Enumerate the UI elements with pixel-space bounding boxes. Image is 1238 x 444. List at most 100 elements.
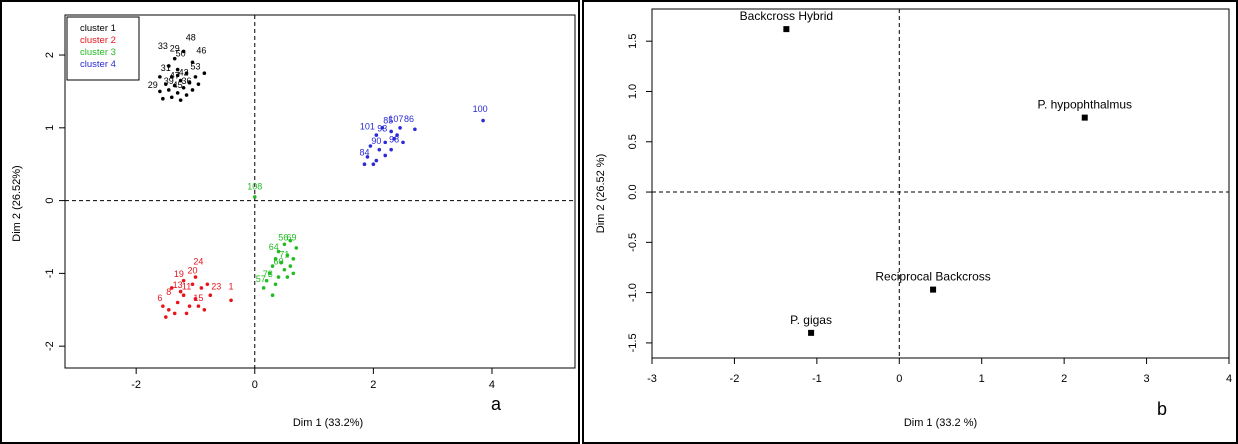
cluster-2-point-label: 1	[229, 281, 234, 291]
group-point-label: Backcross Hybrid	[740, 9, 833, 23]
cluster-4-point-label: 90	[371, 136, 381, 146]
x-tick-label-b: -3	[647, 373, 657, 385]
cluster-3-point	[282, 267, 287, 272]
cluster-3-point	[264, 278, 269, 283]
cluster-4-point	[481, 118, 485, 123]
cluster-2-point	[164, 315, 168, 319]
legend-entry: cluster 4	[80, 59, 116, 70]
cluster-4-point	[371, 162, 376, 167]
y-tick-label-a: -2	[44, 341, 56, 351]
cluster-1-point	[169, 75, 174, 79]
cluster-1-point	[158, 89, 162, 94]
plot-frame-a	[64, 14, 576, 369]
cluster-1-point-label: 29	[170, 43, 180, 53]
group-point-label: P. hypophthalmus	[1037, 98, 1132, 112]
panel-label-b: b	[1157, 399, 1168, 419]
cluster-4-point	[383, 153, 388, 158]
x-tick-label-a: 2	[370, 379, 376, 391]
cluster-3-point	[285, 275, 290, 279]
cluster-1-point	[190, 60, 195, 65]
group-point	[1081, 114, 1088, 121]
cluster-4-point	[392, 136, 396, 141]
cluster-4-point-label: 93	[377, 123, 387, 133]
panel-a: -2 0 2 4 -2 -1 0 1 2 Dim 1 (33.2%) Dim 2 (26.52%) 3…	[0, 0, 580, 444]
cluster-2-point	[193, 297, 198, 301]
cluster-3-point	[270, 264, 275, 268]
cluster-1-point	[184, 71, 189, 76]
cluster-3-point	[273, 282, 278, 287]
cluster-4-point-label: 85	[383, 115, 393, 125]
cluster-1-point-label: 45	[173, 80, 183, 90]
cluster-1-point	[190, 88, 195, 92]
cluster-3-point	[291, 257, 296, 261]
cluster-4-point	[374, 133, 379, 137]
cluster-2-point-label: 13	[173, 280, 183, 290]
cluster-2-point	[205, 282, 210, 287]
cluster-4-point	[380, 126, 385, 130]
x-tick-label-b: 4	[1226, 373, 1232, 385]
cluster-1-point-label: 39	[164, 76, 174, 86]
cluster-1-point	[166, 88, 171, 92]
cluster-3-point-label: 73	[263, 269, 273, 279]
cluster-1-point	[158, 75, 162, 79]
x-tick-label-b: 0	[896, 373, 902, 385]
y-tick-label-a: 0	[44, 198, 56, 204]
cluster-2-point-label: 19	[174, 269, 184, 279]
cluster-4-point	[383, 140, 388, 145]
x-tick-label-a: 4	[489, 379, 495, 391]
y-tick-label-a: 1	[44, 125, 56, 131]
cluster-1-point	[196, 82, 201, 86]
cluster-2-point	[199, 286, 204, 290]
cluster-4-point-label: 86	[404, 114, 414, 124]
y-tick-label-a: -1	[44, 268, 56, 278]
group-point	[930, 286, 937, 293]
cluster-3-point-label: 108	[247, 182, 262, 192]
cluster-3-point	[285, 253, 290, 257]
cluster-3-point	[288, 238, 293, 243]
cluster-4-point	[368, 144, 373, 148]
cluster-4-point	[365, 155, 370, 159]
cluster-4-point-label: 101	[360, 121, 375, 131]
cluster-1-point	[178, 98, 183, 102]
group-point	[783, 26, 790, 33]
cluster-2-point	[187, 304, 192, 308]
cluster-3-point-label: 56	[278, 233, 288, 243]
cluster-3-point-label: 60	[273, 257, 283, 267]
cluster-2-point-label: 20	[187, 265, 197, 275]
x-tick-label-b: -2	[730, 373, 740, 385]
cluster-3-point	[276, 275, 281, 279]
y-tick-label-b: -1.5	[627, 333, 639, 352]
panel-label-a: a	[491, 394, 502, 414]
cluster-1-point-label: 36	[182, 76, 192, 86]
cluster-1-point	[164, 82, 168, 86]
cluster-2-point	[229, 298, 233, 303]
cluster-1-point	[169, 95, 174, 100]
y-tick-label-a: 2	[44, 52, 56, 58]
y-axis-label-a: Dim 2 (26.52%)	[11, 165, 23, 241]
cluster-1-point	[178, 78, 183, 83]
cluster-1-point-label: 42	[179, 67, 189, 77]
cluster-2-point-label: 15	[193, 293, 203, 303]
cluster-4-point	[413, 127, 417, 132]
cluster-1-point	[181, 49, 186, 54]
cluster-3-point	[279, 260, 284, 265]
x-tick-label-b: 2	[1061, 373, 1067, 385]
cluster-2-point	[172, 311, 177, 316]
cluster-2-point	[166, 307, 171, 312]
cluster-2-point	[169, 286, 174, 290]
cluster-2-point	[161, 304, 165, 308]
cluster-2-point	[181, 278, 186, 283]
cluster-3-point	[273, 257, 278, 261]
cluster-1-point	[175, 67, 180, 72]
cluster-1-point-label: 47	[170, 70, 180, 80]
cluster-4-point-label: 84	[359, 147, 369, 157]
group-point-label: P. gigas	[790, 313, 832, 327]
cluster-4-point-label: 98	[389, 134, 399, 144]
cluster-3-point	[291, 271, 296, 276]
cluster-2-point	[175, 300, 180, 305]
x-tick-label-b: 1	[979, 373, 985, 385]
x-tick-label-b: -1	[812, 373, 822, 385]
cluster-4-point	[374, 158, 379, 163]
cluster-4-point	[389, 129, 393, 134]
